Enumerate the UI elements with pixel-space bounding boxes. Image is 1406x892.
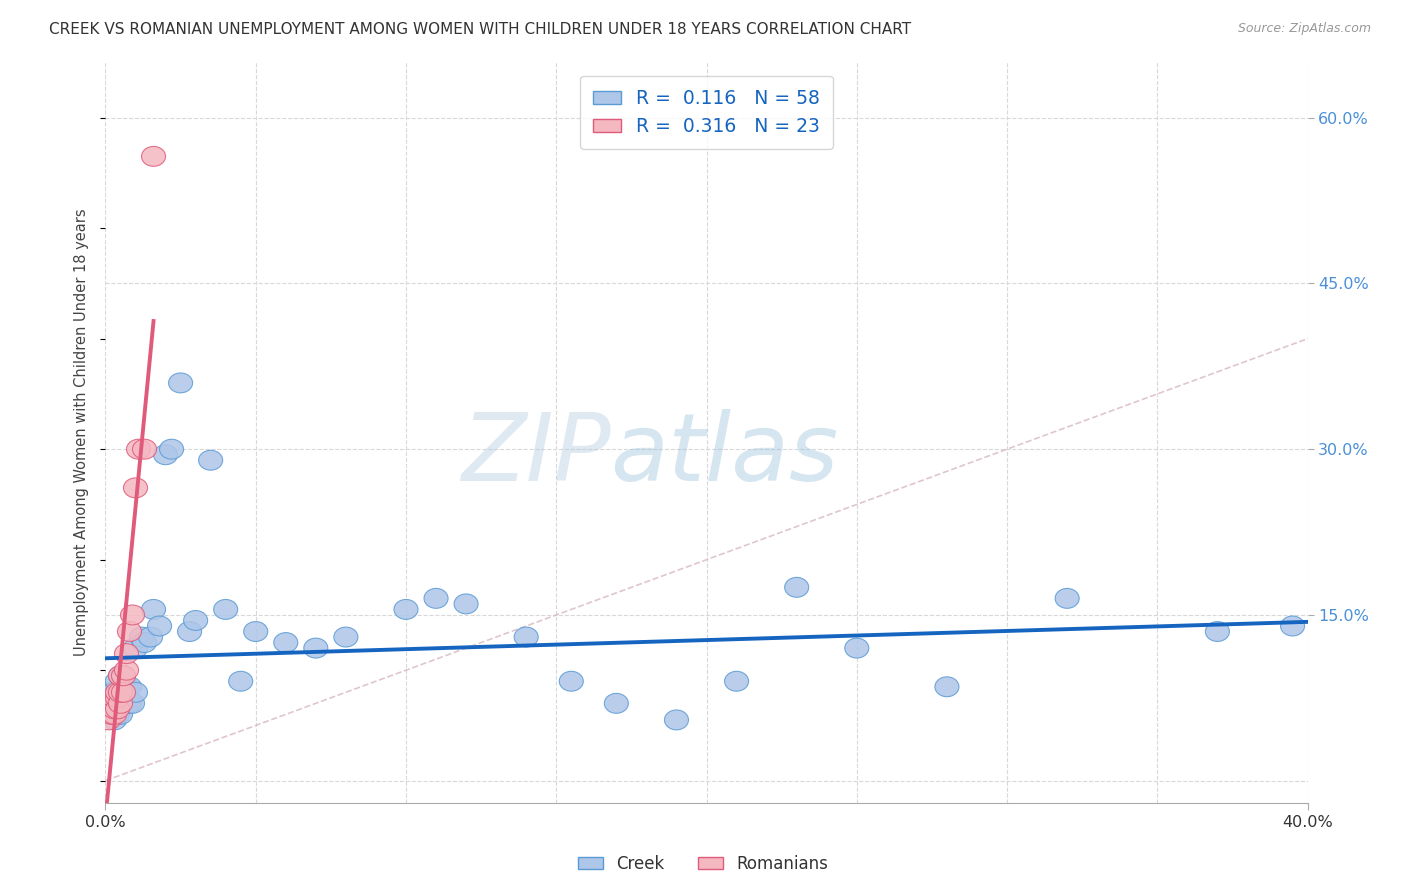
Text: ZIP: ZIP [461,409,610,500]
Text: atlas: atlas [610,409,838,500]
Text: Source: ZipAtlas.com: Source: ZipAtlas.com [1237,22,1371,36]
Legend: R =  0.116   N = 58, R =  0.316   N = 23: R = 0.116 N = 58, R = 0.316 N = 23 [579,76,834,149]
Legend: Creek, Romanians: Creek, Romanians [571,848,835,880]
Text: CREEK VS ROMANIAN UNEMPLOYMENT AMONG WOMEN WITH CHILDREN UNDER 18 YEARS CORRELAT: CREEK VS ROMANIAN UNEMPLOYMENT AMONG WOM… [49,22,911,37]
Y-axis label: Unemployment Among Women with Children Under 18 years: Unemployment Among Women with Children U… [75,209,90,657]
